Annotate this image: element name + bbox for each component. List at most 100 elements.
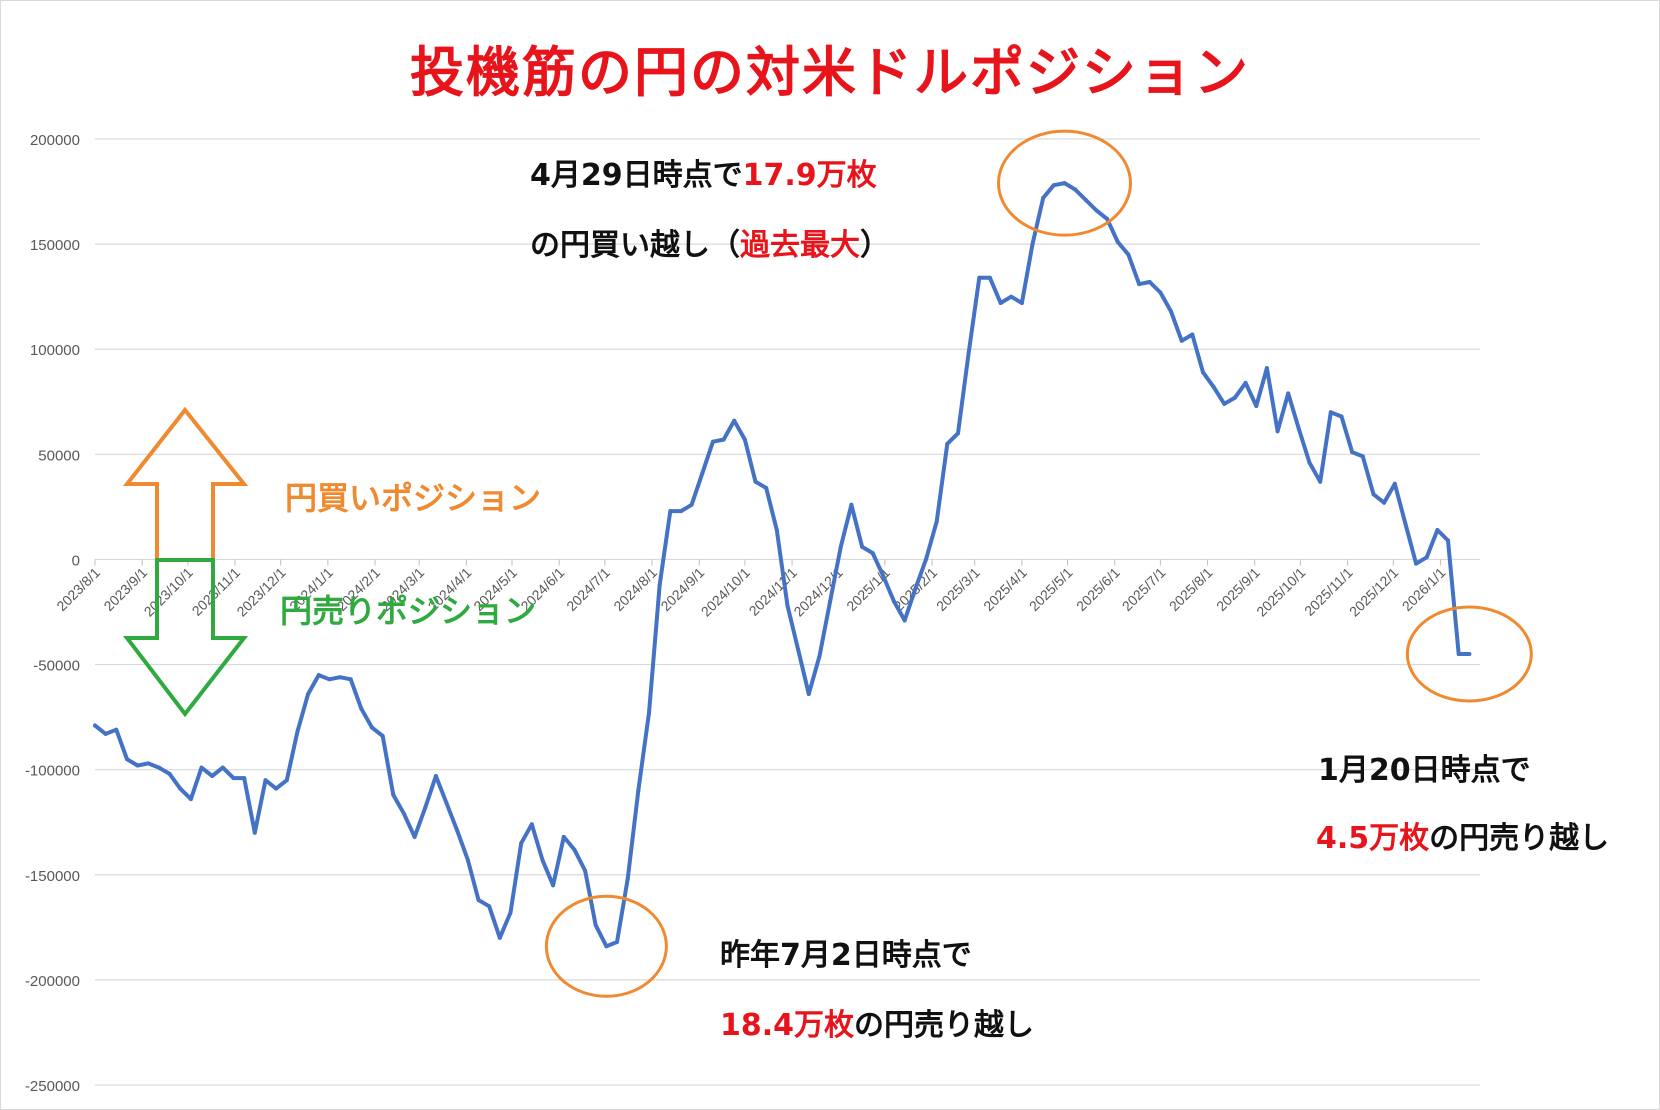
data-point xyxy=(1392,481,1397,486)
data-point xyxy=(306,692,311,696)
chart-title: 投機筋の円の対米ドルポジション xyxy=(410,41,1250,104)
data-point xyxy=(1019,301,1024,305)
data-point xyxy=(828,599,833,604)
data-point xyxy=(1414,561,1419,566)
data-point xyxy=(774,528,779,532)
annotation-latest-date: 1月20日時点で xyxy=(1318,753,1531,788)
x-tick-label: 2023/10/1 xyxy=(141,564,197,620)
data-point xyxy=(1147,280,1152,284)
x-tick-label: 2025/3/1 xyxy=(933,564,983,614)
data-point xyxy=(529,822,534,827)
data-point xyxy=(1190,332,1195,337)
data-point xyxy=(1051,183,1056,188)
data-point xyxy=(1222,401,1227,406)
data-point xyxy=(1424,555,1429,560)
y-tick-labels: 200000 150000 100000 50000 0 -50000 -100000 -15… xyxy=(25,132,80,1095)
data-point xyxy=(1137,282,1142,287)
data-point xyxy=(913,586,918,591)
data-point xyxy=(199,765,204,770)
data-point xyxy=(1254,404,1259,408)
data-point xyxy=(93,723,97,728)
data-point xyxy=(551,883,556,888)
annotation-trough-amount: 18.4万枚 xyxy=(720,1008,855,1043)
data-point xyxy=(242,776,247,781)
data-point xyxy=(956,431,960,436)
data-point xyxy=(220,765,225,770)
data-point xyxy=(487,904,492,909)
peak-highlight-circle xyxy=(997,129,1132,237)
x-tick-label: 2025/6/1 xyxy=(1073,564,1123,614)
data-point xyxy=(1435,528,1440,532)
data-point xyxy=(796,647,801,652)
y-tick-label: 200000 xyxy=(30,132,80,149)
data-point xyxy=(1307,460,1312,465)
data-point xyxy=(497,935,502,940)
data-point xyxy=(402,811,406,816)
data-point xyxy=(977,275,982,280)
data-point xyxy=(348,677,353,682)
annotation-trough-line2: 18.4万枚の円売り越し xyxy=(720,1000,1034,1044)
annotation-peak-line1: 4月29日時点で17.9万枚 xyxy=(530,150,877,194)
data-point xyxy=(327,677,332,682)
data-point xyxy=(583,868,588,873)
data-point xyxy=(338,675,342,680)
data-point xyxy=(380,734,385,738)
data-point xyxy=(668,509,673,514)
data-point xyxy=(423,805,428,810)
data-point xyxy=(615,940,619,944)
data-point xyxy=(263,778,268,783)
y-tick-label: -150000 xyxy=(25,868,80,885)
highlight-circles xyxy=(544,129,1533,998)
y-tick-label: 150000 xyxy=(30,237,80,254)
data-point xyxy=(753,479,758,484)
x-tick-label: 2025/5/1 xyxy=(1026,564,1076,614)
data-point xyxy=(593,923,598,928)
y-tick-label: 50000 xyxy=(38,447,80,464)
annotation-latest-line2: 4.5万枚の円売り越し xyxy=(1316,813,1609,857)
data-point xyxy=(966,351,971,356)
data-point xyxy=(1073,187,1078,192)
data-point xyxy=(998,301,1003,305)
data-point xyxy=(689,502,694,507)
data-point xyxy=(987,275,992,280)
data-point xyxy=(1179,338,1184,343)
data-point xyxy=(1446,538,1450,543)
data-point xyxy=(902,618,907,623)
data-point xyxy=(114,727,119,732)
trough-highlight-circle xyxy=(544,894,668,998)
data-point xyxy=(1467,652,1472,656)
y-tick-label: -50000 xyxy=(33,658,80,675)
x-tick-label: 2025/4/1 xyxy=(980,564,1030,614)
annotation-peak-amount: 17.9万枚 xyxy=(742,158,877,193)
data-point xyxy=(210,774,215,778)
data-point xyxy=(1382,500,1387,505)
data-point xyxy=(572,847,577,852)
data-point xyxy=(1243,380,1248,385)
data-point xyxy=(1339,414,1344,419)
data-point xyxy=(700,471,705,476)
data-point xyxy=(1318,479,1323,484)
data-point xyxy=(284,778,289,783)
data-point xyxy=(455,828,460,833)
data-point xyxy=(1403,521,1408,526)
x-tick-labels: 2023/8/12023/9/12023/10/12023/11/12023/1… xyxy=(53,559,1449,620)
annotation-trough-date: 昨年7月2日時点で xyxy=(720,938,972,973)
annotation-latest-text: の円売り越し xyxy=(1429,821,1610,856)
x-tick-label: 2025/12/1 xyxy=(1346,564,1402,620)
data-point xyxy=(1083,198,1088,202)
data-point xyxy=(1201,370,1205,375)
data-point xyxy=(657,582,662,587)
buy-arrow-icon xyxy=(122,406,249,562)
data-point xyxy=(1233,395,1237,400)
data-point xyxy=(1296,427,1301,432)
x-tick-label: 2025/1/1 xyxy=(843,564,893,614)
data-point xyxy=(135,763,140,768)
grid-layer xyxy=(95,138,1480,1086)
x-tick-label: 2026/1/1 xyxy=(1399,564,1449,614)
annotation-peak-record: 過去最大 xyxy=(740,228,860,263)
data-point xyxy=(1009,294,1014,299)
data-point xyxy=(1350,450,1355,455)
data-point xyxy=(806,692,811,696)
